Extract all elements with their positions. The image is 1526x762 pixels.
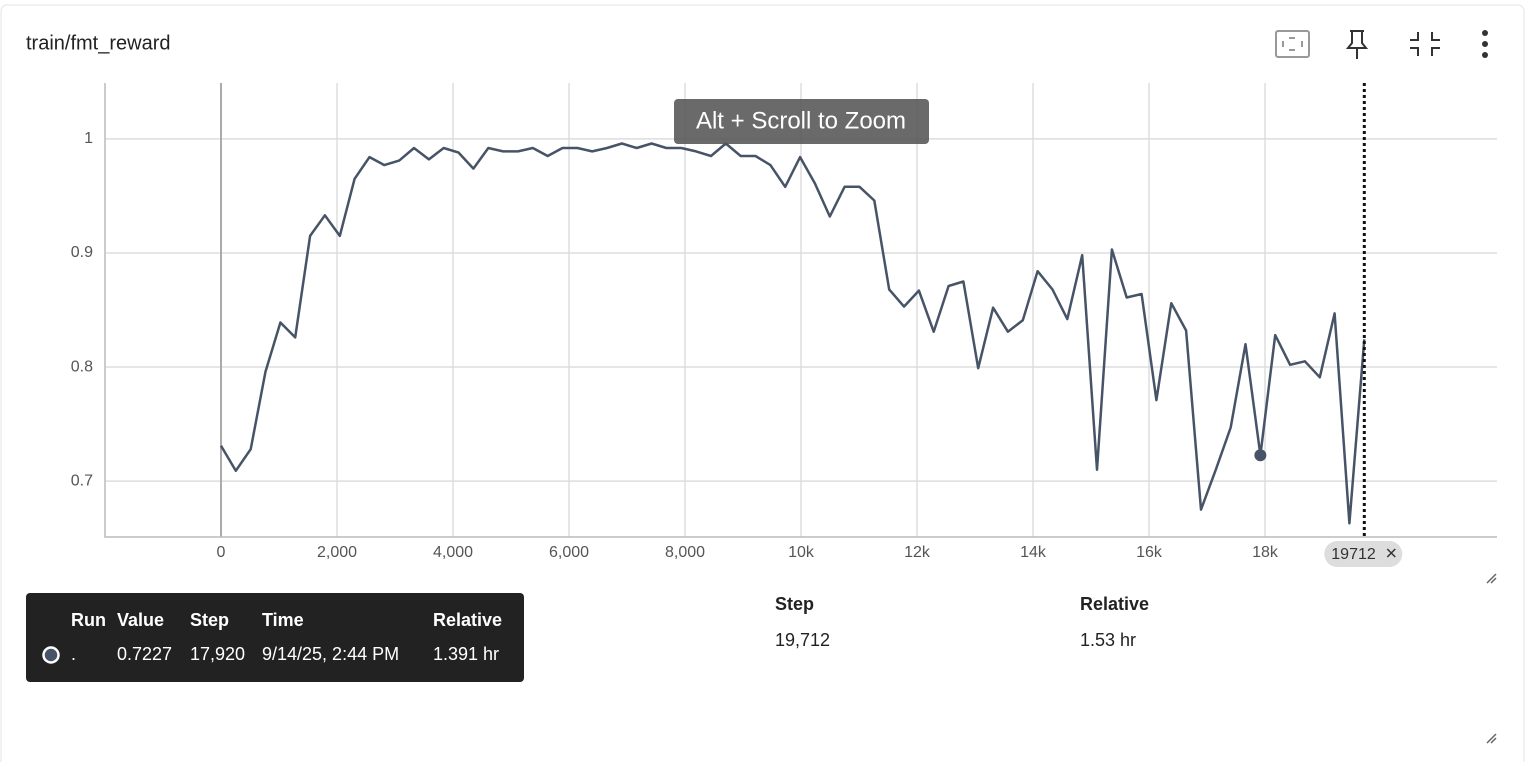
tooltip-header: Step bbox=[190, 610, 229, 630]
column-header: Relative bbox=[1080, 594, 1149, 614]
x-tick-label: 0 bbox=[217, 544, 226, 561]
resize-handle[interactable] bbox=[1486, 573, 1497, 744]
card-border bbox=[0, 4, 1525, 762]
x-tick-label: 16k bbox=[1136, 544, 1163, 561]
y-tick-label: 0.9 bbox=[71, 244, 93, 261]
tooltip-cell: 17,920 bbox=[190, 644, 245, 664]
tooltip-header: Time bbox=[262, 610, 304, 630]
table-cell: 19,712 bbox=[775, 630, 830, 650]
x-tick-label: 2,000 bbox=[317, 544, 357, 561]
tooltip-box bbox=[26, 593, 524, 682]
x-tick-label: 8,000 bbox=[665, 544, 705, 561]
axis-line bbox=[104, 83, 1497, 538]
tooltip-cell: 1.391 hr bbox=[433, 644, 499, 664]
y-tick-label: 0.7 bbox=[71, 472, 93, 489]
toolbar bbox=[1275, 30, 1488, 59]
table-cell: 1.53 hr bbox=[1080, 630, 1136, 650]
hover-point bbox=[1254, 449, 1267, 462]
zoom-hint-box bbox=[674, 99, 929, 144]
zoom-hint: Alt + Scroll to Zoom bbox=[696, 107, 906, 134]
pin-button[interactable] bbox=[1345, 30, 1369, 59]
fit-button[interactable] bbox=[1275, 30, 1310, 58]
menu-button[interactable] bbox=[1482, 30, 1488, 58]
x-tick-label: 14k bbox=[1020, 544, 1047, 561]
tooltip-cell: 9/14/25, 2:44 PM bbox=[262, 644, 399, 664]
step-marker-close bbox=[1386, 548, 1396, 558]
x-tick-label: 6,000 bbox=[549, 544, 589, 561]
step-marker-badge bbox=[1324, 541, 1403, 567]
step-marker-label: 19712 bbox=[1331, 546, 1376, 563]
y-tick-label: 1 bbox=[84, 130, 93, 147]
hover-tooltip: Run Value Step Time Relative. 0.7227 17,920 9/1… bbox=[26, 593, 524, 682]
collapse-button[interactable] bbox=[1410, 32, 1440, 56]
x-tick-label: 4,000 bbox=[433, 544, 473, 561]
tooltip-cell: . bbox=[71, 644, 76, 664]
column-header: Step bbox=[775, 594, 814, 614]
tooltip-swatch bbox=[42, 646, 60, 664]
series-line bbox=[219, 142, 1366, 525]
x-tick-label: 12k bbox=[904, 544, 931, 561]
tooltip-header: Value bbox=[117, 610, 164, 630]
plot: 0.7 0.8 0.9 1 0 2,000 4,000 6,000 8,000 10k 12k 14k… bbox=[71, 83, 1497, 567]
tooltip-header: Run bbox=[71, 610, 106, 630]
tooltip-header: Relative bbox=[433, 610, 502, 630]
tooltip-cell: 0.7227 bbox=[117, 644, 172, 664]
x-tick-label: 10k bbox=[788, 544, 815, 561]
card-title: train/fmt_reward bbox=[26, 32, 171, 54]
y-tick-label: 0.8 bbox=[71, 358, 93, 375]
x-tick-label: 18k bbox=[1252, 544, 1279, 561]
